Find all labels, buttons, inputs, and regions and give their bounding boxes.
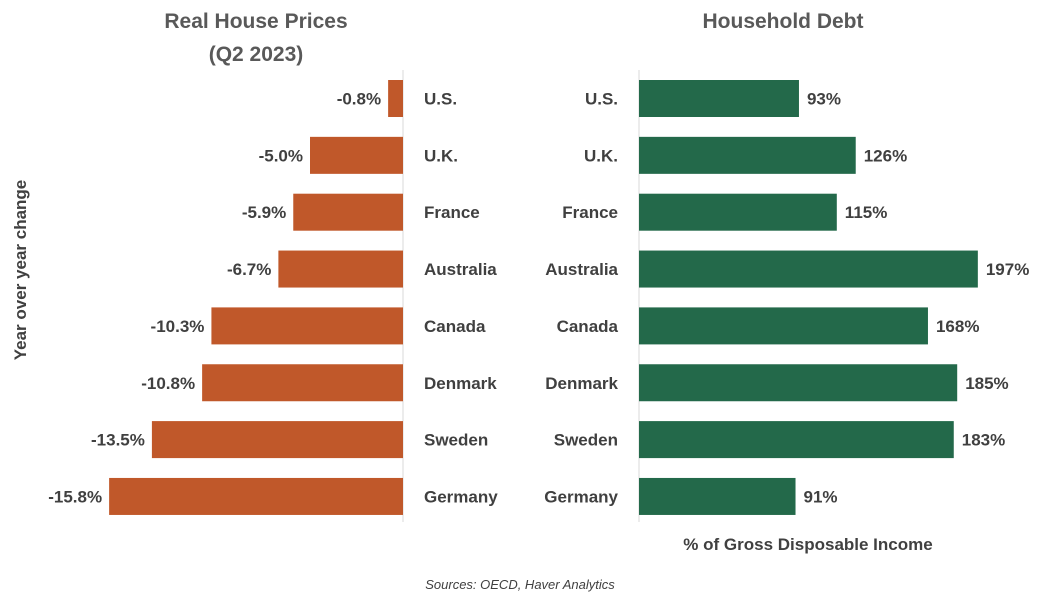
left-bar-7: [109, 477, 404, 515]
right-bar-2: [639, 193, 837, 231]
right-category-label-3: Australia: [545, 260, 618, 279]
right-value-label-6: 183%: [962, 431, 1005, 450]
right-value-label-7: 91%: [804, 487, 838, 506]
source-note: Sources: OECD, Haver Analytics: [425, 577, 615, 592]
left-value-label-1: -5.0%: [259, 146, 303, 165]
right-value-label-3: 197%: [986, 260, 1029, 279]
right-bar-0: [639, 80, 799, 117]
right-category-label-7: Germany: [544, 487, 618, 506]
left-category-label-5: Denmark: [424, 374, 497, 393]
right-chart-title: Household Debt: [703, 10, 864, 33]
right-x-axis-label: % of Gross Disposable Income: [683, 535, 932, 554]
left-y-axis-label: Year over year change: [11, 180, 30, 361]
left-category-label-4: Canada: [424, 317, 486, 336]
left-value-label-6: -13.5%: [91, 431, 145, 450]
left-category-label-3: Australia: [424, 260, 497, 279]
right-category-label-2: France: [562, 203, 618, 222]
left-value-label-3: -6.7%: [227, 260, 271, 279]
right-category-label-1: U.K.: [584, 146, 618, 165]
right-bar-5: [639, 364, 958, 402]
right-category-label-4: Canada: [557, 317, 619, 336]
left-chart-title-line-2: (Q2 2023): [209, 43, 304, 66]
left-category-label-2: France: [424, 203, 480, 222]
left-bar-6: [151, 421, 403, 459]
right-category-label-0: U.S.: [585, 90, 618, 109]
left-category-label-0: U.S.: [424, 90, 457, 109]
right-category-label-5: Denmark: [545, 374, 618, 393]
left-category-label-1: U.K.: [424, 146, 458, 165]
right-value-label-4: 168%: [936, 317, 979, 336]
left-chart-title-line-1: Real House Prices: [164, 10, 347, 33]
left-bar-2: [293, 193, 403, 231]
left-bar-5: [202, 364, 403, 402]
right-bar-series: 93% U.S. 126% U.K. 115% France 197% Australia 16…: [544, 80, 1029, 515]
left-bar-3: [278, 250, 403, 288]
right-category-label-6: Sweden: [554, 431, 618, 450]
left-category-label-7: Germany: [424, 487, 498, 506]
right-value-label-5: 185%: [965, 374, 1008, 393]
right-value-label-1: 126%: [864, 146, 907, 165]
right-value-label-0: 93%: [807, 90, 841, 109]
right-bar-7: [639, 477, 796, 515]
left-value-label-0: -0.8%: [337, 90, 381, 109]
right-bar-6: [639, 421, 954, 459]
left-category-label-6: Sweden: [424, 431, 488, 450]
right-bar-3: [639, 250, 978, 288]
left-value-label-5: -10.8%: [141, 374, 195, 393]
left-bar-series: -0.8% U.S. -5.0% U.K. -5.9% France -6.7% Austra…: [48, 80, 498, 515]
left-bar-1: [310, 136, 403, 174]
left-bar-0: [388, 80, 403, 117]
right-bar-1: [639, 136, 856, 174]
left-value-label-2: -5.9%: [242, 203, 286, 222]
left-value-label-4: -10.3%: [151, 317, 205, 336]
left-value-label-7: -15.8%: [48, 487, 102, 506]
left-bar-4: [211, 307, 403, 345]
right-value-label-2: 115%: [845, 203, 888, 222]
right-bar-4: [639, 307, 928, 345]
